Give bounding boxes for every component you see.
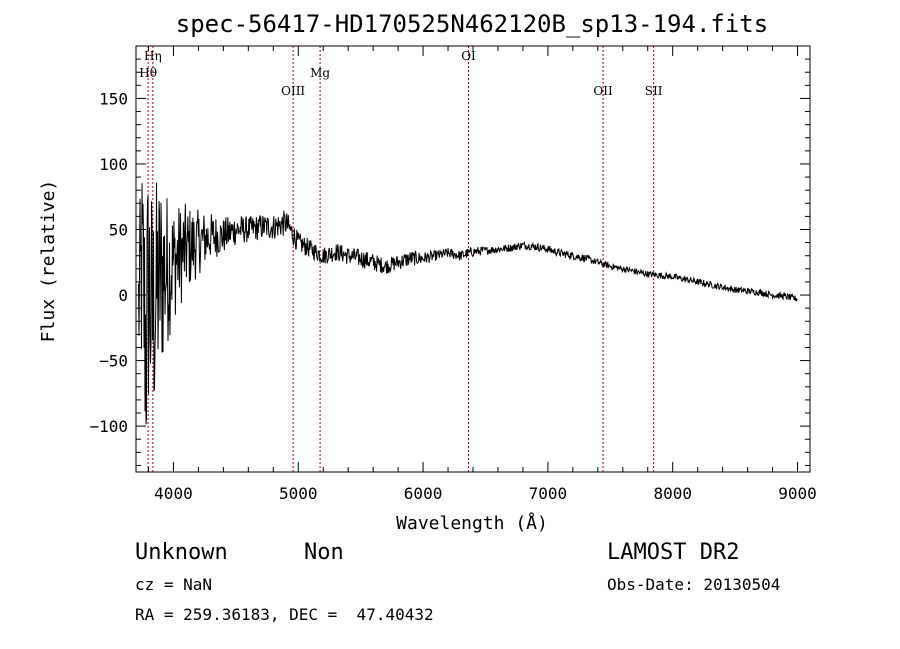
plot-frame: [135, 45, 811, 473]
x-tick-label: 9000: [778, 484, 817, 503]
chart-title: spec-56417-HD170525N462120B_sp13-194.fit…: [176, 10, 768, 38]
x-tick-label: 5000: [279, 484, 318, 503]
redshift-text: cz = NaN: [135, 575, 212, 594]
x-tick-label: 6000: [404, 484, 443, 503]
spectrum-line: [138, 182, 798, 425]
y-axis-label: Flux (relative): [38, 180, 59, 343]
y-tick-label: −100: [89, 417, 128, 436]
y-tick-label: 50: [109, 221, 128, 240]
y-tick-label: −50: [99, 352, 128, 371]
x-tick-label: 8000: [653, 484, 692, 503]
y-tick-label: 100: [99, 155, 128, 174]
spectral-line-label: OI: [461, 49, 476, 63]
obs-date-text: Obs-Date: 20130504: [607, 575, 780, 594]
x-axis-label: Wavelength (Å): [396, 512, 548, 534]
spectral-line-label: SII: [645, 84, 663, 98]
x-tick-label: 4000: [154, 484, 193, 503]
spectral-line-label: OIII: [281, 84, 305, 98]
spectral-line-label: Hη: [144, 49, 162, 63]
spectral-line-label: Hθ: [139, 66, 157, 80]
coordinates-text: RA = 259.36183, DEC = 47.40432: [135, 605, 434, 624]
y-tick-label: 150: [99, 89, 128, 108]
x-axis: 4000 5000 6000 7000 8000 9000: [147, 46, 817, 503]
object-subclass: Non: [304, 540, 344, 565]
y-axis: −100 −50 0 50 100 150: [89, 45, 810, 466]
y-tick-label: 0: [118, 286, 128, 305]
spectral-line-label: OII: [593, 84, 613, 98]
spectrum-data: [138, 182, 798, 425]
x-tick-label: 7000: [529, 484, 568, 503]
object-class: Unknown: [135, 540, 228, 565]
survey-name: LAMOST DR2: [607, 540, 739, 565]
spectral-line-label: Mg: [310, 66, 330, 80]
